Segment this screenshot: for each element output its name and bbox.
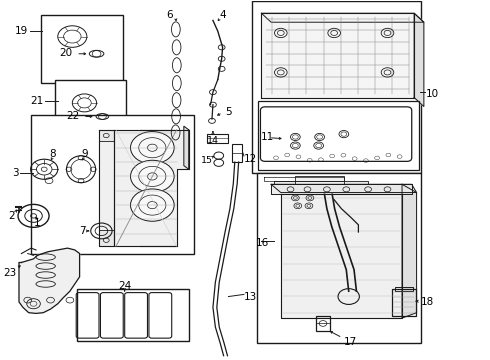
Text: 4: 4 [220,10,226,20]
Polygon shape [271,184,416,193]
Text: 16: 16 [256,238,269,248]
Bar [316,316,330,330]
Bar [99,130,114,141]
Text: 19: 19 [15,26,28,36]
Bar [55,80,125,134]
Bar [257,173,421,343]
Polygon shape [402,184,416,318]
Bar [31,116,194,253]
Circle shape [130,160,174,193]
Circle shape [130,189,174,221]
Bar [252,1,421,173]
Text: 23: 23 [3,268,17,278]
Text: 2: 2 [8,211,15,221]
Circle shape [130,132,174,164]
Bar [232,144,242,162]
Text: 6: 6 [166,10,172,20]
Bar [258,101,418,170]
Polygon shape [273,181,368,184]
Polygon shape [262,13,414,98]
Text: 22: 22 [67,111,80,121]
Text: 24: 24 [118,281,131,291]
Bar [295,176,344,184]
Text: 17: 17 [344,337,357,347]
Text: 20: 20 [59,48,73,58]
Bar [99,230,114,246]
Polygon shape [99,130,114,246]
Text: 21: 21 [30,96,43,106]
Bar [77,289,189,341]
Text: 5: 5 [225,107,232,117]
Text: 10: 10 [426,89,440,99]
Polygon shape [19,248,79,314]
Polygon shape [281,194,402,318]
Text: 11: 11 [261,132,274,142]
Polygon shape [271,184,412,194]
Polygon shape [114,130,189,246]
Text: 12: 12 [244,154,257,164]
Text: 3: 3 [12,168,19,178]
Polygon shape [184,126,189,169]
Polygon shape [414,13,424,107]
Bar [207,134,228,143]
Bar [395,287,413,291]
Text: 14: 14 [207,136,219,145]
Text: 8: 8 [49,149,56,159]
Bar [392,289,416,316]
Text: 18: 18 [420,297,434,307]
Text: 9: 9 [81,149,88,159]
Text: 13: 13 [244,292,257,302]
Text: 15: 15 [201,156,213,165]
Text: 1: 1 [34,218,41,228]
Polygon shape [262,13,424,22]
Text: 7: 7 [78,226,85,236]
Bar [41,15,123,83]
